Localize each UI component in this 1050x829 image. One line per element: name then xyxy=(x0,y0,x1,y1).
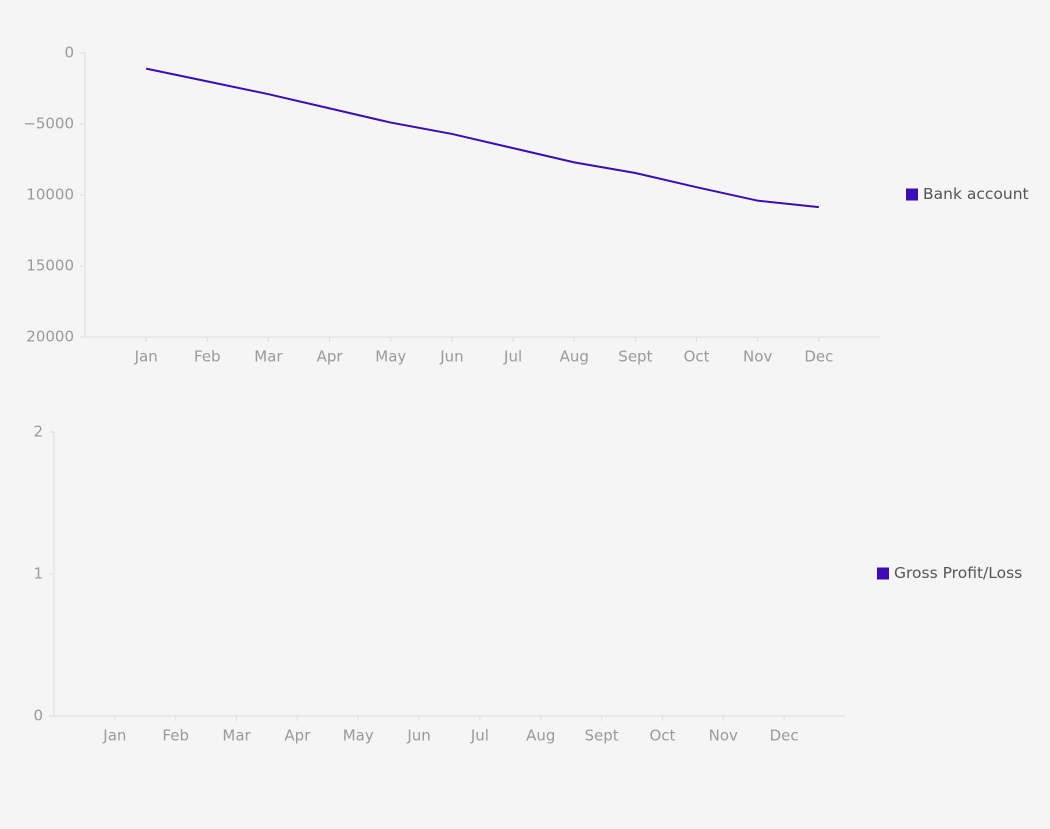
x-tick-label: Aug xyxy=(560,348,589,366)
legend-label: Bank account xyxy=(923,185,1029,203)
x-tick-label: Sept xyxy=(618,348,652,366)
x-tick-label: Oct xyxy=(649,727,675,745)
legend-swatch xyxy=(877,567,889,580)
y-tick-label: 1 xyxy=(33,565,43,583)
x-tick-label: Feb xyxy=(194,348,221,366)
x-tick-label: May xyxy=(375,348,406,366)
series-line xyxy=(145,67,819,209)
y-tick-label: 10000 xyxy=(26,186,74,204)
x-tick-label: Nov xyxy=(743,348,772,366)
y-tick-label: 20000 xyxy=(26,328,74,346)
x-tick-label: Sept xyxy=(585,727,619,745)
x-tick-label: May xyxy=(343,727,374,745)
legend-swatch xyxy=(906,188,918,201)
x-tick-label: Oct xyxy=(684,348,710,366)
x-tick-label: Apr xyxy=(284,727,311,745)
legend-label: Gross Profit/Loss xyxy=(894,564,1022,582)
y-tick-label: 2 xyxy=(33,423,43,441)
y-tick-label: −5000 xyxy=(23,115,74,133)
y-tick-label: 0 xyxy=(33,707,43,725)
x-tick-label: Jul xyxy=(470,727,489,745)
x-tick-label: Dec xyxy=(804,348,833,366)
x-tick-label: Aug xyxy=(526,727,555,745)
x-tick-label: Jun xyxy=(439,348,463,366)
x-tick-label: Jul xyxy=(503,348,522,366)
y-tick-label: 0 xyxy=(64,44,74,62)
x-tick-label: Jan xyxy=(134,348,158,366)
x-tick-label: Mar xyxy=(254,348,283,366)
x-tick-label: Jun xyxy=(406,727,430,745)
x-tick-label: Jan xyxy=(102,727,126,745)
x-tick-label: Nov xyxy=(709,727,738,745)
x-tick-label: Feb xyxy=(162,727,189,745)
x-tick-label: Mar xyxy=(222,727,251,745)
y-tick-label: 15000 xyxy=(26,257,74,275)
x-tick-label: Dec xyxy=(770,727,799,745)
x-tick-label: Apr xyxy=(317,348,344,366)
